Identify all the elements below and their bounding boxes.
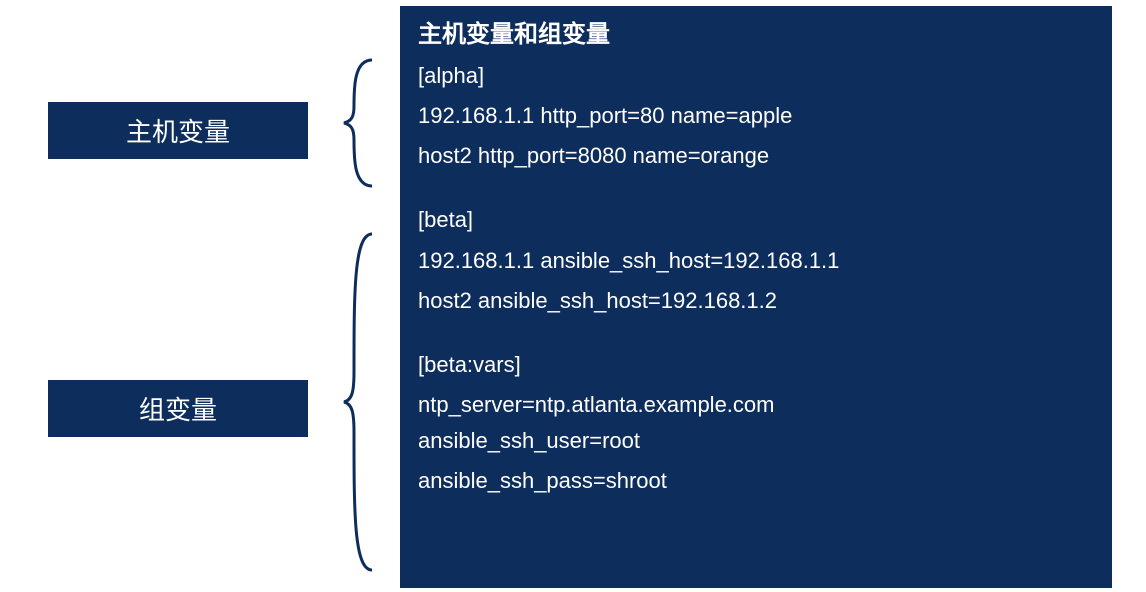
code-line: ntp_server=ntp.atlanta.example.com [418,388,1094,422]
code-gap [418,179,1094,203]
code-panel: 主机变量和组变量 [alpha] 192.168.1.1 http_port=8… [400,6,1112,588]
code-line: 192.168.1.1 http_port=80 name=apple [418,99,1094,133]
code-line: [beta:vars] [418,348,1094,382]
code-line: host2 http_port=8080 name=orange [418,139,1094,173]
code-title: 主机变量和组变量 [418,16,1094,53]
host-variable-label: 主机变量 [48,102,308,159]
code-line: [alpha] [418,59,1094,93]
code-line: [beta] [418,203,1094,237]
code-line: 192.168.1.1 ansible_ssh_host=192.168.1.1 [418,244,1094,278]
code-line: host2 ansible_ssh_host=192.168.1.2 [418,284,1094,318]
group-variable-label: 组变量 [48,380,308,437]
brace-host-var [340,58,380,188]
code-gap [418,324,1094,348]
code-line: ansible_ssh_user=root [418,424,1094,458]
brace-group-var [340,232,380,572]
code-line: ansible_ssh_pass=shroot [418,464,1094,498]
